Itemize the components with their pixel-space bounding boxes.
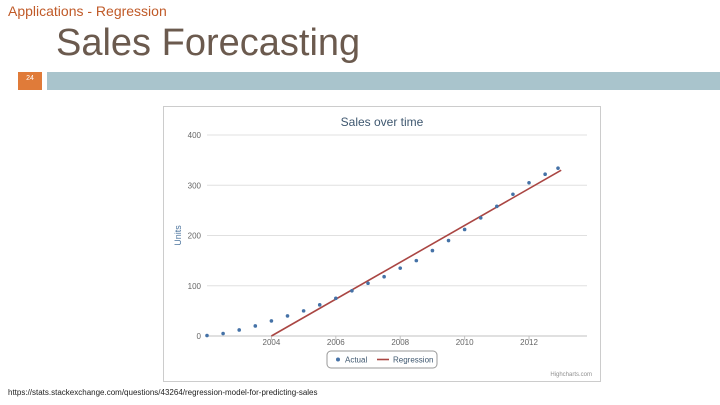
y-tick-label: 400: [188, 131, 202, 140]
actual-point: [430, 248, 435, 253]
actual-point: [462, 227, 467, 232]
sales-chart: Sales over time 0 100 200 300 400 2004 2006 2008…: [173, 115, 592, 378]
actual-point: [446, 238, 451, 243]
actual-point: [543, 172, 547, 176]
actual-point: [334, 296, 338, 301]
actual-point: [350, 288, 354, 293]
actual-point: [366, 281, 370, 286]
legend-label-regression: Regression: [393, 356, 433, 365]
actual-point: [414, 258, 419, 263]
chart-frame: Sales over time 0 100 200 300 400 2004 2006 2008…: [163, 106, 601, 382]
actual-point: [221, 331, 225, 336]
x-tick-label: 2010: [456, 338, 474, 347]
x-tick-label: 2012: [520, 338, 538, 347]
actual-point: [398, 266, 403, 270]
source-url: https://stats.stackexchange.com/question…: [8, 388, 318, 397]
actual-point: [269, 319, 274, 323]
regression-line: [271, 169, 562, 337]
actual-point: [301, 309, 306, 313]
y-tick-label: 0: [197, 332, 202, 341]
actual-point: [495, 204, 499, 209]
legend-label-actual: Actual: [345, 356, 367, 365]
legend-marker-actual: [336, 357, 340, 362]
chart-title: Sales over time: [341, 115, 424, 129]
actual-point: [382, 274, 386, 279]
header-kicker: Applications - Regression: [8, 3, 167, 19]
actual-point: [556, 166, 560, 170]
divider-bar: [47, 72, 720, 90]
actual-point: [317, 303, 322, 307]
x-tick-label: 2008: [391, 338, 409, 347]
actual-point: [285, 314, 290, 318]
actual-point: [478, 216, 483, 220]
actual-point: [253, 324, 258, 328]
actual-point: [511, 192, 515, 197]
y-tick-label: 300: [188, 181, 202, 190]
actual-point: [527, 180, 531, 185]
actual-point: [237, 328, 242, 332]
y-tick-label: 100: [188, 282, 202, 291]
slide-title: Sales Forecasting: [56, 22, 361, 64]
x-tick-label: 2006: [327, 338, 345, 347]
y-axis-label: Units: [173, 225, 183, 246]
chart-credit: Highcharts.com: [550, 372, 592, 378]
y-tick-label: 200: [188, 232, 202, 241]
actual-point: [205, 333, 209, 338]
x-tick-label: 2004: [263, 338, 281, 347]
accent-bar: [18, 72, 42, 90]
page-number: 24: [26, 75, 34, 82]
